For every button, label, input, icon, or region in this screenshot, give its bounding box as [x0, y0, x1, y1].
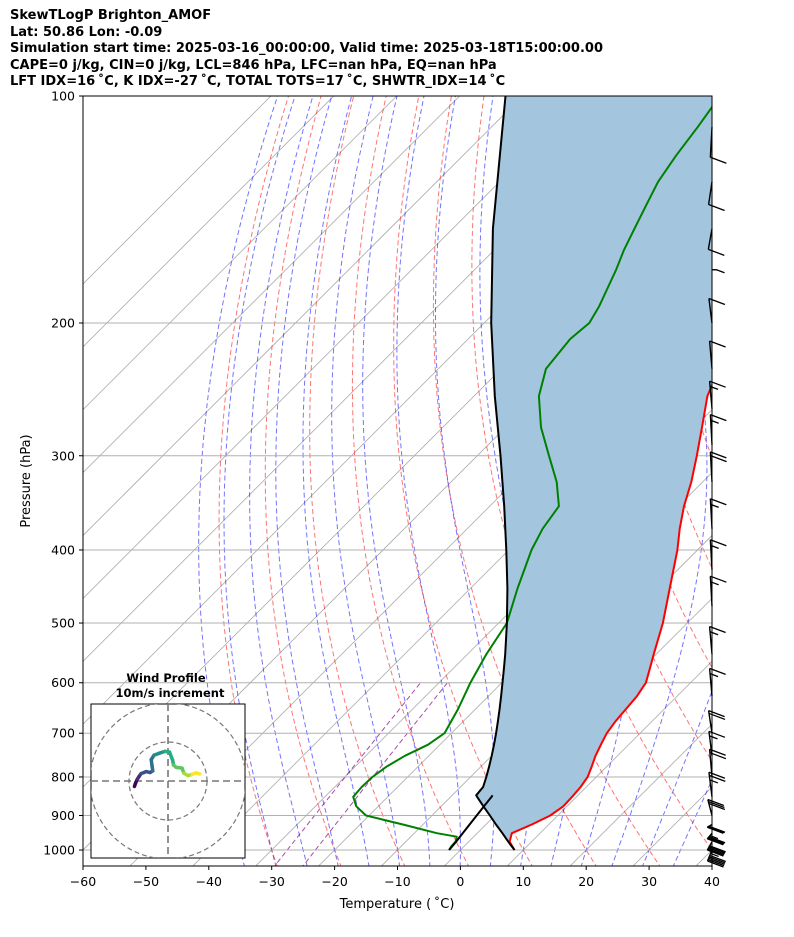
- isotherm-line: [506, 660, 712, 866]
- wind-barbs: [706, 127, 727, 868]
- title-line-1: SkewTLogP Brighton_AMOF: [10, 8, 212, 23]
- isotherm-line: [83, 96, 335, 348]
- moist-adiabat-line: [249, 96, 314, 866]
- moist-adiabat-line: [223, 96, 296, 866]
- x-tick-label: 0: [456, 874, 464, 889]
- cape-fill-layer: [476, 96, 712, 850]
- wind-barb: [709, 498, 727, 529]
- x-tick-label: −60: [70, 874, 96, 889]
- dry-adiabat-line: [432, 96, 597, 866]
- wind-barb: [709, 413, 727, 445]
- moist-adiabat-line: [642, 689, 712, 866]
- y-tick-label: 900: [51, 808, 75, 823]
- x-tick-label: −30: [259, 874, 285, 889]
- x-axis-ticks: −60 −50 −40 −30 −20 −10 0 10 20 30 40: [70, 866, 720, 889]
- y-axis-ticks: 1000 900 800 700 600 500 400 300 200 100: [43, 89, 83, 858]
- title-line-3: Simulation start time: 2025-03-16_00:00:…: [10, 41, 603, 57]
- x-tick-label: 10: [515, 874, 531, 889]
- mixing-ratio-line: [273, 682, 421, 866]
- wind-barb: [709, 451, 727, 483]
- inset-subtitle: 10m/s increment: [116, 686, 225, 700]
- wind-barb: [707, 181, 725, 212]
- dry-adiabat-line: [264, 96, 342, 866]
- moist-adiabat-line: [302, 96, 370, 866]
- profile-line-1: [352, 105, 712, 851]
- hodograph-segment: [193, 771, 202, 776]
- moist-adiabat-line: [435, 96, 496, 866]
- wind-barb: [707, 709, 726, 734]
- moist-adiabat-line: [672, 778, 712, 866]
- x-tick-label: −20: [321, 874, 347, 889]
- hodograph-inset: Wind Profile 10m/s increment: [90, 671, 246, 859]
- y-tick-label: 400: [51, 542, 75, 557]
- moist-adiabat-line: [396, 96, 461, 866]
- title-line-5: LFT IDX=16 ˚C, K IDX=-27 ˚C, TOTAL TOTS=…: [10, 74, 506, 90]
- x-tick-label: 20: [578, 874, 594, 889]
- isotherm-line: [83, 96, 461, 474]
- y-tick-label: 100: [51, 89, 75, 104]
- wind-barb: [709, 539, 727, 570]
- wind-barb: [709, 575, 727, 607]
- title-line-2: Lat: 50.86 Lon: -0.09: [10, 24, 163, 40]
- isotherm-line: [83, 96, 524, 537]
- inset-title: Wind Profile: [126, 671, 206, 685]
- x-tick-label: −50: [133, 874, 159, 889]
- y-tick-label: 300: [51, 448, 75, 463]
- dry-adiabat-line: [711, 96, 712, 104]
- wind-barb: [707, 798, 726, 816]
- x-tick-label: −40: [196, 874, 222, 889]
- y-axis-label: Pressure (hPa): [19, 434, 34, 527]
- dry-adiabat-line: [471, 96, 661, 866]
- wind-barb: [712, 269, 725, 274]
- dry-adiabat-line: [743, 79, 794, 875]
- mixing-ratio-line: [302, 682, 448, 866]
- moist-adiabat-line: [331, 96, 401, 866]
- profile-lines: [352, 96, 712, 851]
- wind-barb: [707, 228, 725, 256]
- dry-adiabat-line: [393, 96, 533, 866]
- moist-adiabat-line: [198, 96, 279, 866]
- dry-adiabat-line: [351, 96, 470, 866]
- y-tick-label: 700: [51, 726, 75, 741]
- x-tick-label: 40: [704, 874, 720, 889]
- y-tick-label: 500: [51, 616, 75, 631]
- y-tick-label: 600: [51, 675, 75, 690]
- dry-adiabat-line: [775, 79, 794, 875]
- title-line-4: CAPE=0 j/kg, CIN=0 j/kg, LCL=846 hPa, LF…: [10, 57, 497, 73]
- y-tick-label: 1000: [43, 843, 75, 858]
- isotherm-line: [83, 96, 272, 285]
- y-tick-label: 800: [51, 769, 75, 784]
- profile-line-0: [508, 382, 712, 851]
- cape-fill: [476, 96, 712, 850]
- moist-adiabat-line: [275, 96, 339, 866]
- x-axis-label: Temperature ( ˚C): [339, 896, 455, 912]
- isotherm-line: [318, 472, 712, 866]
- isotherm-line: [83, 96, 398, 411]
- chart-title-block: SkewTLogP Brighton_AMOF Lat: 50.86 Lon: …: [10, 8, 603, 91]
- y-tick-label: 200: [51, 315, 75, 330]
- profile-line-2: [475, 96, 516, 851]
- dry-adiabat-line: [309, 96, 406, 866]
- profile-line-3: [448, 794, 494, 851]
- moist-adiabat-line: [362, 96, 431, 866]
- x-tick-label: −10: [384, 874, 410, 889]
- x-tick-label: 30: [641, 874, 657, 889]
- dry-adiabat-line: [218, 96, 290, 866]
- isotherm-line: [83, 96, 586, 599]
- wind-barb: [709, 127, 727, 164]
- hodograph-plot: [91, 704, 245, 858]
- wind-barb: [706, 832, 726, 846]
- wind-barb: [706, 823, 726, 834]
